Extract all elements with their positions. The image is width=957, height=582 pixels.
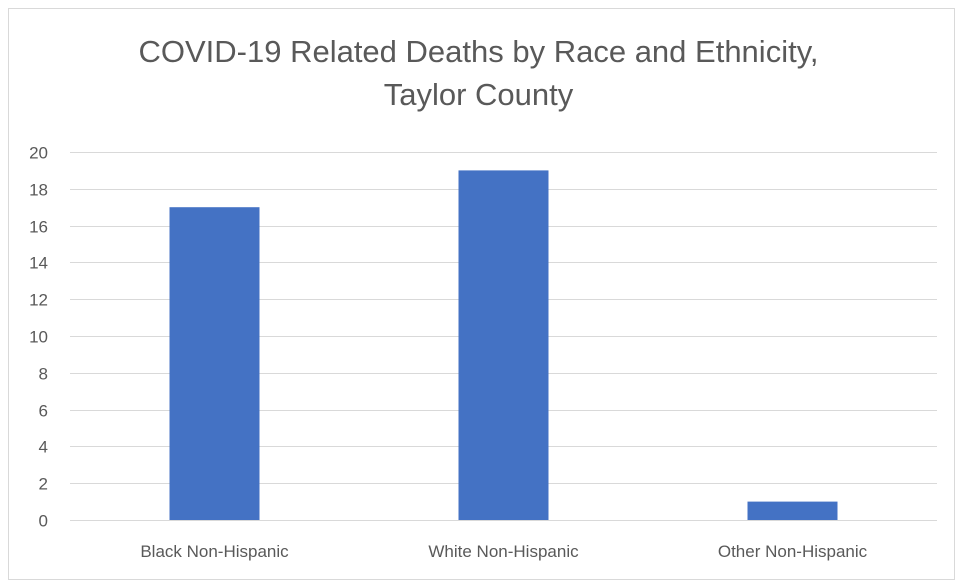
- chart-title: COVID-19 Related Deaths by Race and Ethn…: [0, 30, 957, 116]
- y-tick-label: 8: [39, 365, 48, 384]
- bar: [458, 170, 549, 520]
- y-axis-ticks: 0 2 4 6 8 10 12 14 16 18 20: [29, 144, 48, 531]
- x-tick-label: Black Non-Hispanic: [140, 542, 289, 561]
- bars: [169, 170, 838, 520]
- y-tick-label: 10: [29, 328, 48, 347]
- x-axis-ticks: Black Non-Hispanic White Non-Hispanic Othe…: [140, 542, 867, 561]
- y-tick-label: 14: [29, 254, 48, 273]
- y-tick-label: 20: [29, 144, 48, 163]
- y-tick-label: 16: [29, 218, 48, 237]
- x-tick-label: Other Non-Hispanic: [718, 542, 868, 561]
- chart-title-line-2: Taylor County: [383, 77, 574, 112]
- x-tick-label: White Non-Hispanic: [428, 542, 579, 561]
- y-tick-label: 2: [39, 475, 48, 494]
- y-tick-label: 0: [39, 512, 48, 531]
- chart-title-line-1: COVID-19 Related Deaths by Race and Ethn…: [138, 34, 819, 69]
- bar: [169, 207, 260, 520]
- y-tick-label: 18: [29, 181, 48, 200]
- bar: [747, 501, 838, 520]
- y-tick-label: 4: [39, 438, 48, 457]
- y-tick-label: 6: [39, 402, 48, 421]
- y-tick-label: 12: [29, 291, 48, 310]
